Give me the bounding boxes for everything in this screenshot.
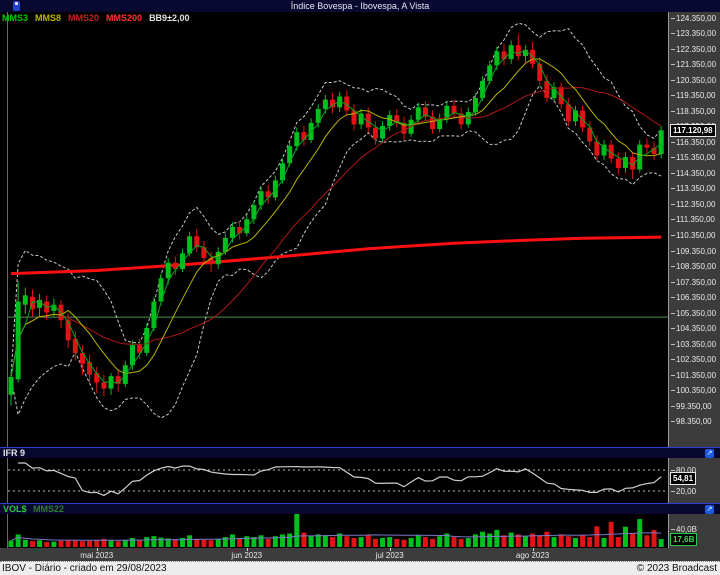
ifr-plot-left-frame (7, 458, 8, 503)
price-tick-label: 105.350,00 (670, 308, 717, 318)
time-axis: mai 2023 jun 2023 jul 2023 ago 2023 (0, 548, 720, 561)
copyright: © 2023 Broadcast (636, 563, 717, 574)
month-tick (389, 548, 391, 551)
price-tick-label: 124.350,00 (670, 13, 717, 23)
price-tick-label: 116.350,00 (670, 137, 716, 147)
price-tick-label: 115.350,00 (670, 153, 716, 163)
price-tick-label: 113.350,00 (670, 184, 716, 194)
price-tick-label: 119.350,00 (670, 91, 716, 101)
price-tick-label: 98.350,00 (671, 417, 712, 427)
month-tick (532, 548, 534, 551)
ifr-tick-label: 80,00 (670, 465, 697, 475)
price-tick-label: 111.350,00 (671, 215, 715, 225)
month-label: jul 2023 (375, 551, 404, 560)
month-label: jun 2023 (231, 551, 263, 560)
vol-title: VOL$ (3, 504, 27, 514)
price-tick-label: 100.350,00 (670, 386, 717, 396)
price-tick-label: 120.350,00 (670, 75, 717, 85)
volume-bars (8, 514, 664, 547)
price-tick-label: 103.350,00 (670, 339, 717, 349)
vol-plot-left-frame (7, 514, 8, 548)
price-tick-label: 107.350,00 (670, 277, 717, 287)
legend-mms200: MMS200 (106, 13, 143, 23)
candlestick-chart[interactable] (8, 12, 668, 447)
price-tick-label: 114.350,00 (670, 168, 716, 178)
indicator-legend: MMS3 MMS8 MMS20 MMS200 BB9±2,00 (2, 13, 197, 23)
vol-tick-label: 40,0B (671, 524, 697, 534)
legend-mms3: MMS3 (2, 13, 29, 23)
legend-mms20: MMS20 (68, 13, 100, 23)
price-axis: 124.350,00 123.350,00 122.350,00 121.350,00… (668, 12, 720, 447)
price-tick-label: 101.350,00 (670, 370, 717, 380)
price-tick-label: 112.350,00 (670, 199, 716, 209)
price-tick-label: 118.350,00 (670, 106, 716, 116)
legend-bb9: BB9±2,00 (149, 13, 190, 23)
month-label: mai 2023 (80, 551, 114, 560)
mms200-line (10, 235, 662, 276)
vol-ma-label: MMS22 (33, 504, 65, 514)
candles (8, 34, 664, 406)
legend-mms8: MMS8 (35, 13, 62, 23)
main-plot-left-frame (7, 12, 8, 447)
ifr-line (18, 462, 662, 497)
ifr-panel-header: IFR 9 ↗ (0, 447, 720, 458)
price-tick-label: 123.350,00 (670, 29, 717, 39)
app-icon[interactable] (13, 1, 20, 11)
vol-value-label: 17,6B (670, 532, 698, 546)
volume-chart[interactable] (8, 514, 668, 548)
price-tick-label: 108.350,00 (670, 262, 717, 272)
price-tick-label: 110.350,00 (670, 231, 716, 241)
chart-title: Índice Bovespa - Ibovespa, A Vista (290, 1, 430, 11)
price-tick-label: 109.350,00 (670, 246, 717, 256)
month-tick (96, 548, 98, 551)
ifr-tick-label: 20,00 (670, 486, 697, 496)
expand-icon[interactable]: ↗ (705, 449, 714, 458)
mms8-line (10, 58, 662, 377)
volume-ma-line (10, 532, 662, 542)
price-tick-label: 106.350,00 (670, 293, 717, 303)
month-tick (246, 548, 248, 551)
expand-icon[interactable]: ↗ (705, 505, 714, 514)
vol-panel[interactable] (0, 514, 668, 548)
price-tick-label: 99.350,00 (671, 401, 712, 411)
last-price-label: 117.120,98 (670, 123, 716, 137)
ifr-title: IFR 9 (3, 448, 26, 458)
chart-description: IBOV - Diário - criado em 29/08/2023 (2, 563, 167, 574)
vol-panel-header: VOL$ MMS22 ↗ (0, 503, 720, 514)
month-label: ago 2023 (515, 551, 550, 560)
ifr-chart[interactable] (8, 458, 668, 503)
bollinger-upper (10, 22, 662, 377)
price-tick-label: 121.350,00 (670, 60, 717, 70)
ifr-value-label: 54,81 (670, 472, 697, 486)
price-tick-label: 122.350,00 (670, 44, 717, 54)
ifr-panel[interactable] (0, 458, 668, 503)
status-bar: IBOV - Diário - criado em 29/08/2023 © 2… (0, 561, 720, 575)
price-tick-label: 104.350,00 (670, 324, 717, 334)
bollinger-lower (10, 84, 662, 419)
price-tick-label: 102.350,00 (670, 355, 717, 365)
mms20-line (10, 86, 662, 377)
title-bar: Índice Bovespa - Ibovespa, A Vista (0, 0, 720, 12)
mms3-line (10, 49, 662, 384)
main-chart-panel[interactable] (0, 12, 668, 447)
